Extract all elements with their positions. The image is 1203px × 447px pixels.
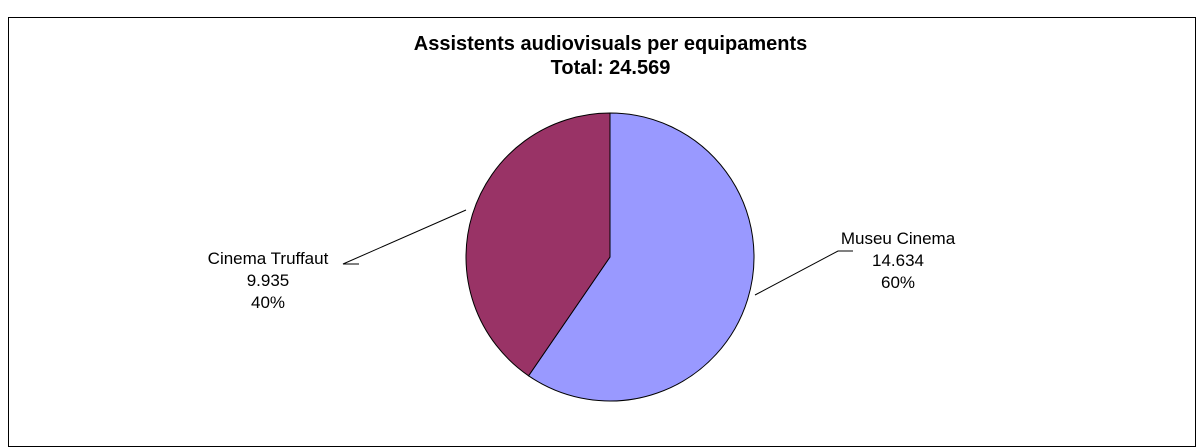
slice-percent-label: 60%: [881, 273, 915, 292]
chart-subtitle: Total: 24.569: [550, 57, 671, 79]
slice-name-label: Museu Cinema: [841, 229, 956, 248]
pie-slice-cinema-truffaut: [465, 112, 611, 377]
pie-slice-museu-cinema: [527, 112, 755, 402]
pie-chart: Museu Cinema 14.634 60% Cinema Truffaut 9.93…: [208, 112, 956, 402]
leader-line: [754, 250, 853, 296]
slice-name-label: Cinema Truffaut: [208, 249, 329, 268]
chart-title-block: Assistents audiovisuals per equipaments …: [0, 32, 1203, 80]
slice-value-label: 14.634: [872, 251, 924, 270]
leader-line: [342, 209, 467, 265]
chart-title: Assistents audiovisuals per equipaments: [413, 33, 808, 55]
slice-value-label: 9.935: [247, 271, 290, 290]
slice-percent-label: 40%: [251, 293, 285, 312]
